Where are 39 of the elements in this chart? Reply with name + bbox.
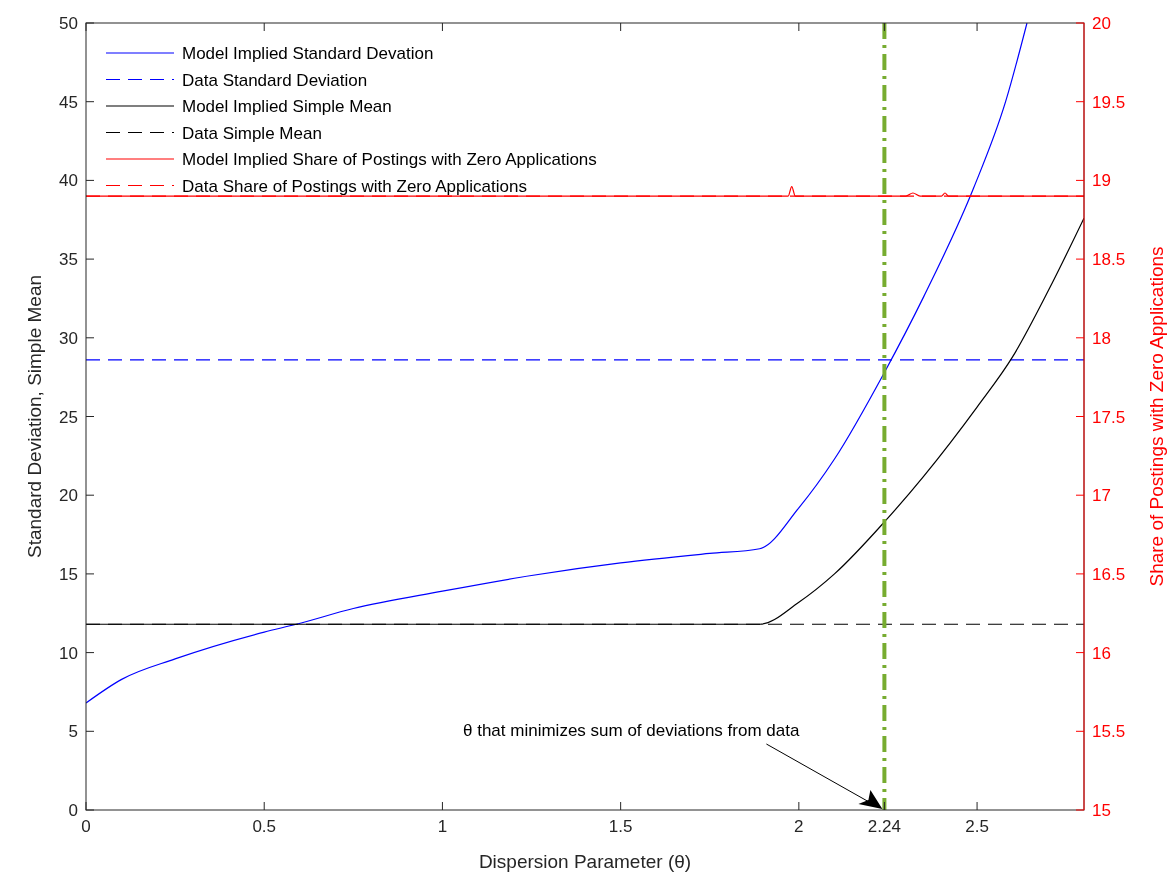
- y-tick-label: 25: [59, 407, 78, 427]
- x-tick-label: 1: [437, 817, 448, 836]
- y2-tick-label: 16: [1092, 643, 1111, 663]
- y-tick-label: 35: [59, 250, 78, 270]
- y-tick-label: 50: [59, 14, 78, 33]
- legend-label: Data Simple Mean: [182, 123, 322, 143]
- y2-tick-label: 18.5: [1092, 250, 1126, 270]
- y-tick-label: 20: [59, 486, 78, 506]
- legend-label: Data Share of Postings with Zero Applications: [182, 176, 527, 196]
- x-tick-label: 0: [81, 817, 91, 836]
- legend-label: Model Implied Simple Mean: [182, 97, 392, 116]
- y-tick-label: 40: [59, 171, 78, 191]
- legend-label: Model Implied Share of Postings with Zero Applications: [182, 150, 597, 169]
- y-tick-label: 0: [68, 801, 78, 820]
- x-tick-label: 2: [794, 817, 804, 836]
- x-tick-label: 2.5: [965, 817, 989, 836]
- y2-tick-label: 15.5: [1092, 722, 1126, 742]
- legend-label: Model Implied Standard Devation: [182, 44, 434, 63]
- y-axis-title: Standard Deviation, Simple Mean: [24, 274, 45, 559]
- x-tick-label: 1.5: [608, 817, 633, 836]
- x-axis-title: Dispersion Parameter (θ): [478, 851, 692, 872]
- legend-label: Data Standard Deviation: [182, 70, 368, 90]
- y-tick-label: 10: [59, 643, 78, 663]
- annotation: θ that minimizes sum of deviations from data: [463, 721, 800, 740]
- y-tick-label: 45: [59, 92, 78, 112]
- y-tick-label: 15: [59, 564, 78, 584]
- y2-tick-label: 17.5: [1092, 407, 1126, 427]
- x-tick-label: 2.24: [867, 817, 901, 836]
- y-tick-label: 5: [68, 722, 78, 742]
- y2-tick-label: 19.5: [1092, 92, 1126, 112]
- y2-tick-label: 17: [1092, 486, 1111, 506]
- y-tick-label: 30: [59, 328, 78, 348]
- y2-tick-label: 18: [1092, 328, 1111, 348]
- y2-tick-label: 16.5: [1092, 564, 1126, 584]
- y2-tick-label: 20: [1092, 14, 1111, 33]
- x-tick-label: 0.5: [252, 817, 277, 836]
- y2-tick-label: 19: [1092, 171, 1111, 191]
- y2-tick-label: 15: [1092, 801, 1111, 820]
- y2-axis-title: Share of Postings with Zero Applications: [1146, 246, 1167, 587]
